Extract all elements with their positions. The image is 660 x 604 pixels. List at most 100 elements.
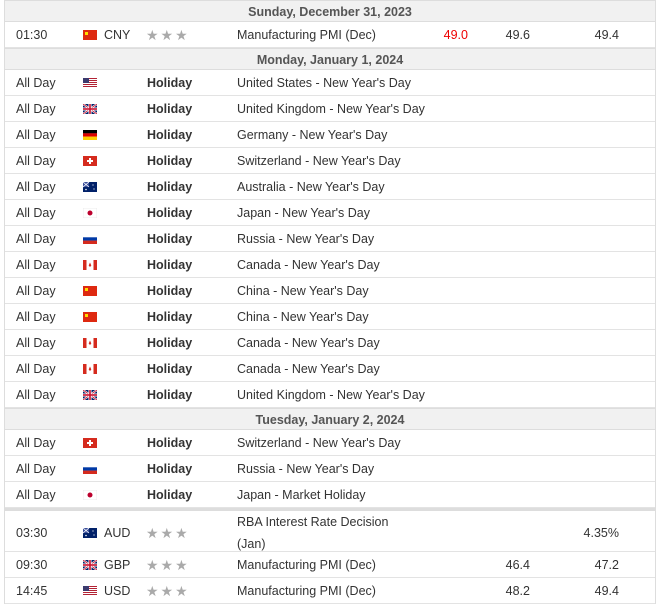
event-name[interactable]: Canada - New Year's Day — [237, 362, 380, 376]
forecast-value: 46.4 — [505, 558, 530, 572]
flag-ch-icon — [83, 438, 97, 448]
event-name[interactable]: United Kingdom - New Year's Day — [237, 102, 425, 116]
flag-cn-icon — [83, 286, 97, 296]
event-time: 09:30 — [16, 558, 48, 572]
currency: USD — [104, 584, 131, 598]
event-name[interactable]: Manufacturing PMI (Dec) — [237, 28, 376, 42]
holiday-label: Holiday — [147, 362, 193, 376]
holiday-row[interactable]: All Day Holiday Canada - New Year's Day — [5, 356, 655, 382]
date-header: Sunday, December 31, 2023 — [5, 0, 655, 22]
date-header: Monday, January 1, 2024 — [5, 48, 655, 70]
event-name[interactable]: United States - New Year's Day — [237, 76, 411, 90]
holiday-label: Holiday — [147, 462, 193, 476]
flag-ch-icon — [83, 156, 97, 166]
event-name[interactable]: Germany - New Year's Day — [237, 128, 388, 142]
event-name[interactable]: China - New Year's Day — [237, 310, 369, 324]
flag-ru-icon — [83, 234, 97, 244]
holiday-row[interactable]: All Day Holiday China - New Year's Day — [5, 304, 655, 330]
holiday-label: Holiday — [147, 128, 193, 142]
event-time: All Day — [16, 488, 56, 502]
event-row[interactable]: 03:30 AUD ★★★ RBA Interest Rate Decision (J… — [5, 508, 655, 552]
event-time: All Day — [16, 388, 56, 402]
holiday-label: Holiday — [147, 388, 193, 402]
holiday-row[interactable]: All Day Holiday Canada - New Year's Day — [5, 252, 655, 278]
event-time: All Day — [16, 206, 56, 220]
flag-cn-icon — [83, 312, 97, 322]
holiday-label: Holiday — [147, 258, 193, 272]
flag-cn-icon — [83, 30, 97, 40]
flag-jp-icon — [83, 208, 97, 218]
event-name[interactable]: Russia - New Year's Day — [237, 462, 375, 476]
flag-au-icon — [83, 528, 97, 538]
flag-ca-icon — [83, 338, 97, 348]
holiday-label: Holiday — [147, 436, 193, 450]
event-name[interactable]: Switzerland - New Year's Day — [237, 154, 401, 168]
actual-value: 49.0 — [443, 28, 468, 42]
holiday-label: Holiday — [147, 284, 193, 298]
economic-calendar-table: Sunday, December 31, 2023 01:30 CNY ★★★ Manu… — [4, 0, 656, 604]
importance-stars-icon: ★★★ — [146, 557, 190, 573]
holiday-row[interactable]: All Day Holiday United Kingdom - New Year'… — [5, 382, 655, 408]
event-time: All Day — [16, 362, 56, 376]
flag-us-icon — [83, 586, 97, 596]
event-row[interactable]: 09:30 GBP ★★★ Manufacturing PMI (Dec) 46.4 47… — [5, 552, 655, 578]
event-name[interactable]: Russia - New Year's Day — [237, 232, 375, 246]
holiday-label: Holiday — [147, 102, 193, 116]
flag-jp-icon — [83, 490, 97, 500]
forecast-value: 49.6 — [505, 28, 530, 42]
event-time: All Day — [16, 128, 56, 142]
flag-de-icon — [83, 130, 97, 140]
holiday-row[interactable]: All Day Holiday Australia - New Year's Day — [5, 174, 655, 200]
event-name[interactable]: Manufacturing PMI (Dec) — [237, 558, 376, 572]
event-row[interactable]: 14:45 USD ★★★ Manufacturing PMI (Dec) 48.2 49… — [5, 578, 655, 604]
event-name[interactable]: United Kingdom - New Year's Day — [237, 388, 425, 402]
event-time: 14:45 — [16, 584, 48, 598]
importance-stars-icon: ★★★ — [146, 583, 190, 599]
holiday-label: Holiday — [147, 488, 193, 502]
event-time: All Day — [16, 102, 56, 116]
event-time: All Day — [16, 284, 56, 298]
holiday-row[interactable]: All Day Holiday Canada - New Year's Day — [5, 330, 655, 356]
event-name[interactable]: China - New Year's Day — [237, 284, 369, 298]
event-time: All Day — [16, 232, 56, 246]
flag-ca-icon — [83, 260, 97, 270]
event-row[interactable]: 01:30 CNY ★★★ Manufacturing PMI (Dec) 49.0 49… — [5, 22, 655, 48]
date-header: Tuesday, January 2, 2024 — [5, 408, 655, 430]
holiday-row[interactable]: All Day Holiday Japan - Market Holiday — [5, 482, 655, 508]
holiday-label: Holiday — [147, 180, 193, 194]
event-name[interactable]: Canada - New Year's Day — [237, 336, 380, 350]
event-name[interactable]: Japan - Market Holiday — [237, 488, 366, 502]
event-time: All Day — [16, 76, 56, 90]
flag-gb-icon — [83, 560, 97, 570]
event-name[interactable]: Japan - New Year's Day — [237, 206, 371, 220]
holiday-row[interactable]: All Day Holiday Japan - New Year's Day — [5, 200, 655, 226]
holiday-row[interactable]: All Day Holiday Russia - New Year's Day — [5, 456, 655, 482]
flag-ca-icon — [83, 364, 97, 374]
event-name[interactable]: Canada - New Year's Day — [237, 258, 380, 272]
holiday-row[interactable]: All Day Holiday United States - New Year's… — [5, 70, 655, 96]
holiday-label: Holiday — [147, 232, 193, 246]
event-time: All Day — [16, 258, 56, 272]
holiday-row[interactable]: All Day Holiday United Kingdom - New Year'… — [5, 96, 655, 122]
importance-stars-icon: ★★★ — [146, 27, 190, 43]
event-name[interactable]: Manufacturing PMI (Dec) — [237, 584, 376, 598]
currency: AUD — [104, 526, 131, 540]
event-name[interactable]: Australia - New Year's Day — [237, 180, 385, 194]
flag-us-icon — [83, 78, 97, 88]
event-time: 01:30 — [16, 28, 48, 42]
holiday-row[interactable]: All Day Holiday Switzerland - New Year's D… — [5, 148, 655, 174]
flag-au-icon — [83, 182, 97, 192]
holiday-label: Holiday — [147, 206, 193, 220]
holiday-row[interactable]: All Day Holiday Germany - New Year's Day — [5, 122, 655, 148]
flag-gb-icon — [83, 390, 97, 400]
holiday-row[interactable]: All Day Holiday Switzerland - New Year's D… — [5, 430, 655, 456]
importance-stars-icon: ★★★ — [146, 525, 190, 541]
holiday-row[interactable]: All Day Holiday Russia - New Year's Day — [5, 226, 655, 252]
event-time: 03:30 — [16, 526, 48, 540]
previous-value: 49.4 — [594, 28, 619, 42]
event-name[interactable]: RBA Interest Rate Decision (Jan) — [237, 515, 389, 551]
holiday-row[interactable]: All Day Holiday China - New Year's Day — [5, 278, 655, 304]
holiday-label: Holiday — [147, 336, 193, 350]
event-name[interactable]: Switzerland - New Year's Day — [237, 436, 401, 450]
event-time: All Day — [16, 310, 56, 324]
